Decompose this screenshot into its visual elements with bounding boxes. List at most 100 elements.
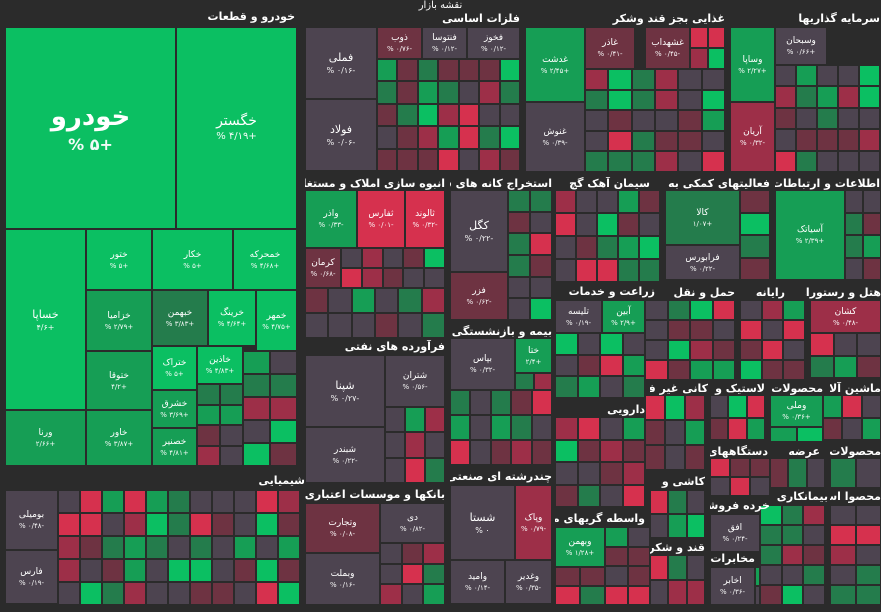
filler-tile[interactable] xyxy=(305,288,329,313)
filler-tile[interactable] xyxy=(746,417,765,440)
filler-tile[interactable] xyxy=(796,65,817,87)
filler-tile[interactable] xyxy=(401,563,424,585)
filler-tile[interactable] xyxy=(622,354,645,377)
filler-tile[interactable] xyxy=(618,190,639,213)
filler-tile[interactable] xyxy=(375,313,399,338)
filler-tile[interactable] xyxy=(806,458,825,488)
filler-tile[interactable] xyxy=(678,130,702,152)
filler-tile[interactable] xyxy=(168,582,190,605)
filler-tile[interactable] xyxy=(377,81,398,104)
filler-tile[interactable] xyxy=(577,376,600,398)
filler-tile[interactable] xyxy=(576,213,597,236)
filler-tile[interactable] xyxy=(380,543,402,564)
stock-tile[interactable]: فنتوسا -۰/۱۲ % xyxy=(422,27,467,59)
filler-tile[interactable] xyxy=(256,513,278,536)
filler-tile[interactable] xyxy=(622,484,645,507)
filler-tile[interactable] xyxy=(690,360,713,380)
filler-tile[interactable] xyxy=(577,484,600,507)
filler-tile[interactable] xyxy=(508,298,530,320)
filler-tile[interactable] xyxy=(842,395,862,418)
filler-tile[interactable] xyxy=(631,151,655,172)
stock-tile[interactable]: کشان -۰/۴۸ % xyxy=(810,300,881,333)
filler-tile[interactable] xyxy=(730,458,750,477)
filler-tile[interactable] xyxy=(838,65,859,87)
filler-tile[interactable] xyxy=(803,545,825,565)
filler-tile[interactable] xyxy=(243,351,270,374)
filler-tile[interactable] xyxy=(197,425,220,446)
filler-tile[interactable] xyxy=(397,59,418,82)
filler-tile[interactable] xyxy=(668,514,687,538)
filler-tile[interactable] xyxy=(667,340,690,360)
filler-tile[interactable] xyxy=(511,415,532,440)
filler-tile[interactable] xyxy=(639,236,660,259)
filler-tile[interactable] xyxy=(577,462,600,485)
filler-tile[interactable] xyxy=(256,582,278,605)
filler-tile[interactable] xyxy=(845,190,863,213)
filler-tile[interactable] xyxy=(645,340,668,360)
filler-tile[interactable] xyxy=(490,440,512,465)
filler-tile[interactable] xyxy=(775,107,796,130)
filler-tile[interactable] xyxy=(511,390,532,415)
stock-tile[interactable]: کالا +۱/۰۷ xyxy=(665,190,740,245)
stock-tile[interactable]: وبهمن +۱/۲۸ % xyxy=(555,527,605,567)
filler-tile[interactable] xyxy=(639,190,660,213)
filler-tile[interactable] xyxy=(608,130,632,152)
filler-tile[interactable] xyxy=(278,536,300,559)
filler-tile[interactable] xyxy=(817,86,838,108)
filler-tile[interactable] xyxy=(124,582,146,605)
filler-tile[interactable] xyxy=(597,190,618,213)
filler-tile[interactable] xyxy=(555,586,580,605)
filler-tile[interactable] xyxy=(622,333,645,355)
filler-tile[interactable] xyxy=(438,59,459,82)
filler-tile[interactable] xyxy=(124,536,146,559)
filler-tile[interactable] xyxy=(678,110,702,131)
filler-tile[interactable] xyxy=(605,527,628,547)
stock-tile[interactable]: خودرو +۵ % xyxy=(5,27,176,229)
filler-tile[interactable] xyxy=(555,462,578,485)
filler-tile[interactable] xyxy=(775,129,796,151)
filler-tile[interactable] xyxy=(760,505,782,525)
filler-tile[interactable] xyxy=(278,559,300,582)
filler-tile[interactable] xyxy=(470,390,491,415)
stock-tile[interactable]: آبین +۲/۹ % xyxy=(602,300,645,333)
stock-tile[interactable]: ختور +۵ % xyxy=(86,229,152,290)
filler-tile[interactable] xyxy=(710,458,730,477)
filler-tile[interactable] xyxy=(270,351,297,374)
filler-tile[interactable] xyxy=(382,268,404,288)
filler-tile[interactable] xyxy=(830,525,856,545)
filler-tile[interactable] xyxy=(577,439,600,462)
filler-tile[interactable] xyxy=(710,417,729,440)
filler-tile[interactable] xyxy=(530,190,552,212)
filler-tile[interactable] xyxy=(580,567,605,586)
filler-tile[interactable] xyxy=(499,148,520,171)
filler-tile[interactable] xyxy=(515,373,534,390)
filler-tile[interactable] xyxy=(585,110,609,131)
filler-tile[interactable] xyxy=(380,584,402,605)
filler-tile[interactable] xyxy=(655,110,679,131)
filler-tile[interactable] xyxy=(270,374,297,397)
filler-tile[interactable] xyxy=(328,288,352,313)
stock-tile[interactable]: وپاک -۰/۷۹ % xyxy=(515,485,552,560)
filler-tile[interactable] xyxy=(270,420,297,443)
filler-tile[interactable] xyxy=(405,407,425,433)
filler-tile[interactable] xyxy=(397,126,418,149)
filler-tile[interactable] xyxy=(686,490,705,514)
filler-tile[interactable] xyxy=(685,420,705,445)
filler-tile[interactable] xyxy=(555,484,578,507)
filler-tile[interactable] xyxy=(377,103,398,127)
filler-tile[interactable] xyxy=(124,490,146,513)
filler-tile[interactable] xyxy=(803,585,825,605)
filler-tile[interactable] xyxy=(341,248,362,268)
filler-tile[interactable] xyxy=(377,126,398,149)
filler-tile[interactable] xyxy=(278,490,300,513)
filler-tile[interactable] xyxy=(479,148,500,171)
filler-tile[interactable] xyxy=(608,151,632,172)
filler-tile[interactable] xyxy=(234,582,256,605)
filler-tile[interactable] xyxy=(796,427,823,442)
filler-tile[interactable] xyxy=(417,81,439,104)
filler-tile[interactable] xyxy=(102,582,124,605)
filler-tile[interactable] xyxy=(397,148,418,171)
filler-tile[interactable] xyxy=(80,582,102,605)
filler-tile[interactable] xyxy=(102,490,124,513)
filler-tile[interactable] xyxy=(124,513,146,536)
